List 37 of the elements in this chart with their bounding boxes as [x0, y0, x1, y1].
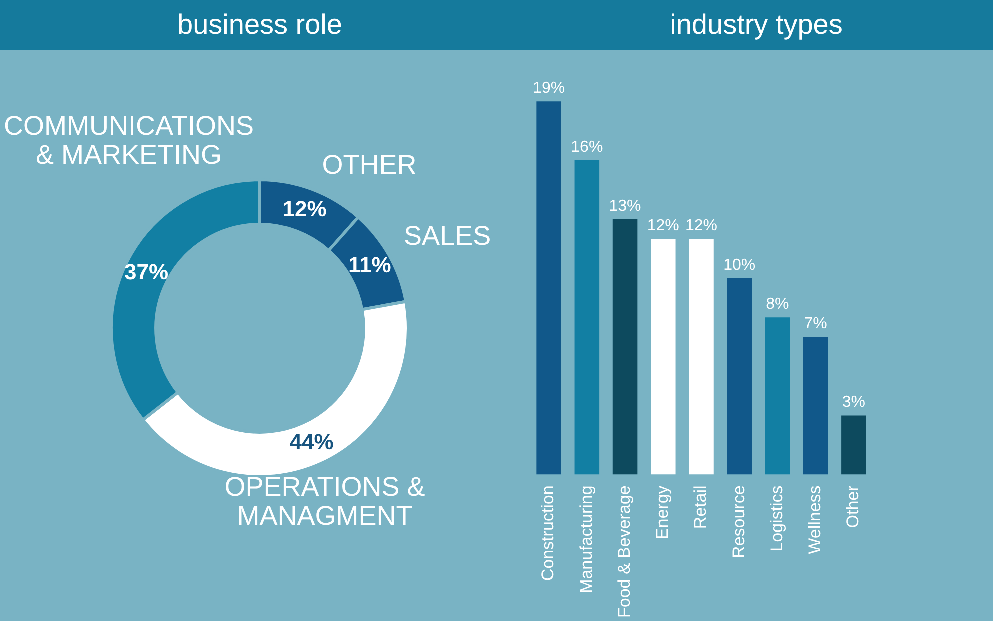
x-tick-label: Logistics [767, 486, 786, 552]
x-tick-label: Retail [691, 486, 710, 530]
data-label: 44% [290, 430, 334, 455]
x-tick-label: Wellness [806, 486, 825, 554]
data-label: 8% [766, 296, 790, 314]
x-tick-label: Other [844, 485, 863, 528]
x-tick-label: Energy [653, 485, 672, 540]
data-label: 7% [804, 316, 828, 333]
data-label: 12% [282, 196, 327, 222]
bar [842, 416, 866, 475]
data-label: 11% [348, 252, 392, 278]
bar [765, 318, 790, 475]
x-tick-label: Food & Beverage [614, 486, 634, 618]
data-label: 3% [842, 394, 866, 412]
data-label: 12% [647, 217, 680, 234]
bar [689, 239, 714, 475]
chart-title: industry types [669, 8, 844, 42]
x-tick-label: Construction [538, 486, 558, 582]
bar [612, 219, 638, 475]
slice-label: OPERATIONS & MANAGMENT [224, 472, 426, 532]
bar [574, 160, 600, 475]
data-label: 13% [609, 198, 642, 215]
data-label: 12% [685, 217, 718, 234]
bar [651, 239, 676, 475]
slice-label: SALES [404, 220, 492, 251]
x-tick-label: Manufacturing [576, 486, 596, 594]
data-label: 10% [724, 256, 756, 274]
slice-label: COMMUNICATIONS & MARKETING [4, 111, 254, 170]
bar [536, 102, 562, 475]
data-label: 19% [533, 80, 566, 98]
data-label: 16% [571, 138, 604, 156]
bar [727, 278, 752, 475]
data-label: 37% [124, 259, 169, 284]
slice-label: OTHER [322, 150, 417, 180]
x-tick-label: Resource [729, 486, 748, 558]
bar [803, 337, 828, 475]
chart-title: business role [176, 8, 344, 42]
